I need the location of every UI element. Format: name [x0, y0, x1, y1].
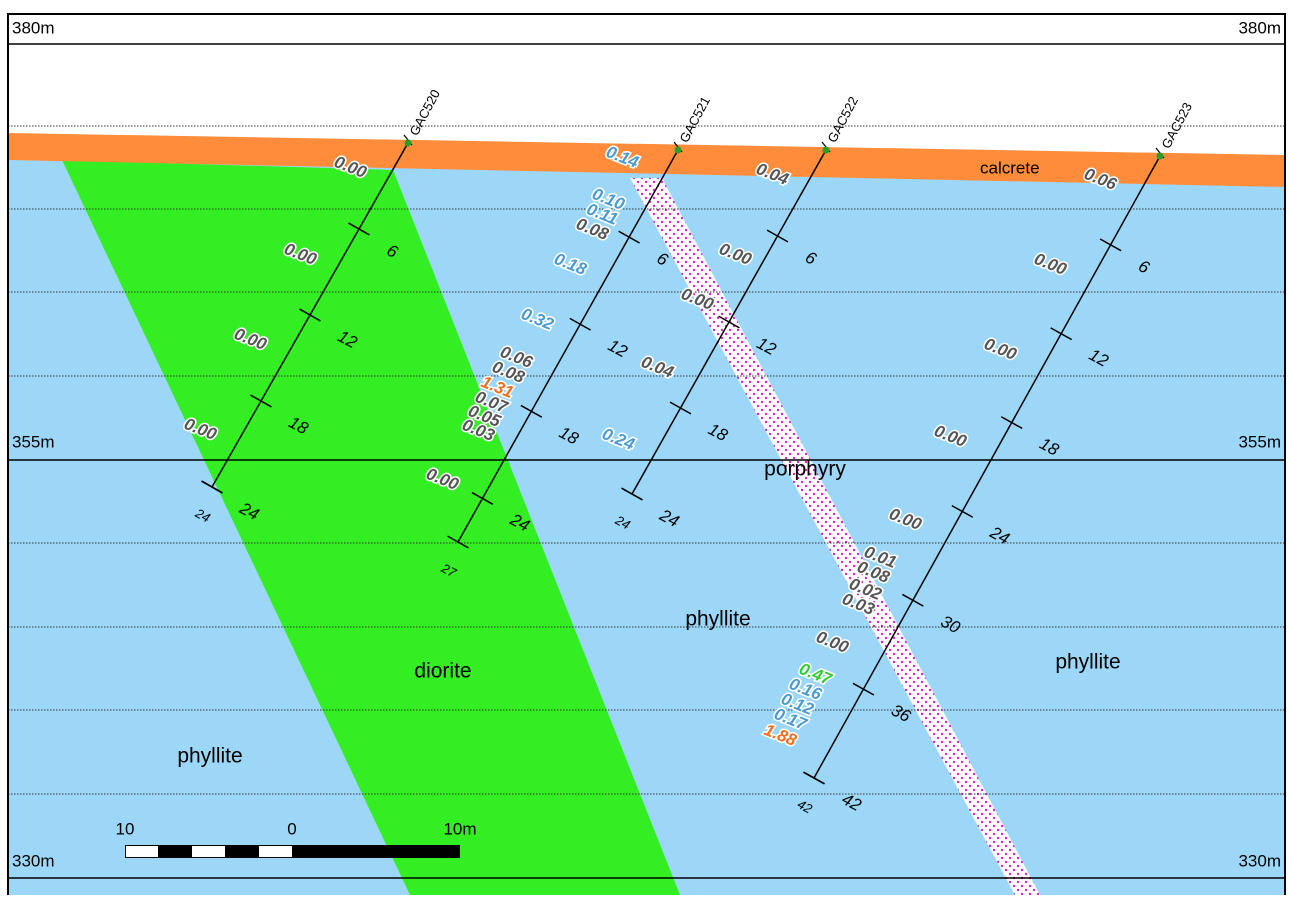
end-tick	[447, 535, 469, 549]
calcrete-layer	[8, 133, 1285, 187]
assay-value: 1.88	[761, 720, 799, 750]
depth-tick	[569, 317, 592, 331]
depth-tick	[852, 682, 875, 696]
depth-tick	[1000, 416, 1023, 430]
end-depth-label: 24	[192, 505, 213, 526]
elevation-label: 380m	[12, 18, 55, 37]
collar	[1156, 152, 1164, 160]
frame	[7, 13, 1286, 900]
depth-tick	[718, 315, 740, 329]
scale-label: 0	[287, 819, 296, 838]
porphyry-dyke	[630, 178, 1040, 895]
unit-label: phyllite	[177, 745, 242, 768]
end-depth-label: 24	[612, 512, 633, 533]
hole-name: GAC520	[406, 87, 443, 138]
hole-name: GAC522	[824, 94, 861, 145]
depth-tick	[1050, 327, 1072, 341]
scale-label: 10	[116, 819, 135, 838]
depth-tick	[471, 491, 494, 505]
unit-label: phyllite	[685, 608, 750, 631]
elevation-label: 380m	[1238, 18, 1281, 37]
elevation-lines	[8, 43, 1285, 879]
elevation-label: 355m	[12, 432, 55, 451]
scale-bar	[125, 845, 460, 858]
depth-tick	[299, 308, 321, 322]
drill-hole	[813, 155, 1161, 779]
end-tick	[201, 480, 223, 494]
collar	[822, 146, 830, 154]
depth-tick	[520, 404, 543, 418]
elevation-label: 330m	[12, 851, 55, 870]
depth-tick	[669, 401, 692, 415]
depth-tick	[348, 222, 370, 236]
hole-name: GAC521	[676, 94, 713, 145]
hole-name: GAC523	[1158, 100, 1195, 151]
unit-label: porphyry	[764, 458, 846, 481]
end-tick	[803, 771, 825, 785]
depth-tick	[250, 394, 272, 408]
collar	[404, 139, 412, 147]
unit-label: diorite	[414, 660, 471, 683]
scale-label: 10m	[443, 819, 476, 838]
unit-label: calcrete	[980, 158, 1040, 177]
depth-tick	[766, 229, 789, 243]
unit-label: phyllite	[1055, 651, 1120, 674]
collar	[674, 146, 682, 154]
drill-hole	[457, 149, 679, 543]
elevation-label: 355m	[1238, 432, 1281, 451]
end-depth-label: 27	[438, 560, 459, 581]
end-tick	[621, 487, 643, 501]
diorite-body	[62, 160, 680, 895]
depth-tick	[951, 504, 974, 518]
depth-tick	[1099, 238, 1122, 252]
depth-tick	[618, 230, 640, 244]
elevation-label: 330m	[1238, 851, 1281, 870]
depth-tick	[902, 593, 924, 607]
